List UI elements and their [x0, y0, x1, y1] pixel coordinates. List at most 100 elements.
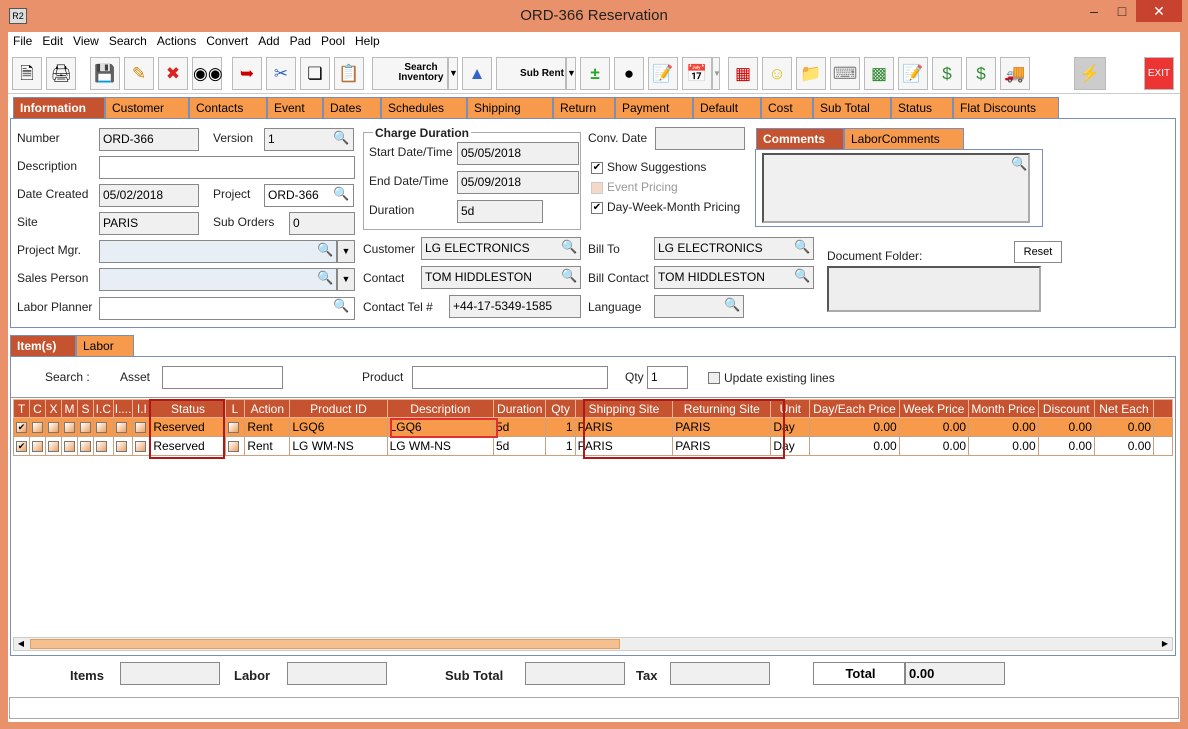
menu-pool[interactable]: Pool	[320, 34, 345, 48]
flag-cell[interactable]	[93, 436, 114, 456]
customer-field[interactable]: LG ELECTRONICS	[421, 237, 581, 260]
scrollbar-thumb[interactable]	[30, 639, 620, 649]
bill-to-field[interactable]: LG ELECTRONICS	[654, 237, 814, 260]
net-each-cell[interactable]: 0.00	[1093, 417, 1155, 437]
comments-textarea[interactable]	[762, 153, 1030, 223]
search-icon[interactable]: 🔍	[317, 242, 334, 257]
calendar-dropdown[interactable]: ▼	[712, 57, 721, 90]
update-existing-checkbox[interactable]	[708, 372, 720, 384]
project-mgr-field[interactable]	[99, 240, 337, 263]
balls-icon[interactable]: ●	[614, 57, 644, 90]
calendar-icon[interactable]: 📅	[682, 57, 712, 90]
search-icon[interactable]: 🔍	[794, 268, 811, 283]
flag-cell[interactable]	[77, 436, 94, 456]
menu-help[interactable]: Help	[355, 34, 380, 48]
returning-site-cell[interactable]: PARIS	[672, 436, 772, 456]
tab-event[interactable]: Event	[267, 97, 323, 118]
column-header[interactable]: Shipping Site	[574, 399, 674, 418]
column-header[interactable]: Day/Each Price	[809, 399, 900, 418]
column-header[interactable]: X	[45, 399, 62, 418]
smiley-icon[interactable]: ☺	[762, 57, 792, 90]
column-header[interactable]: I.I	[132, 399, 152, 418]
flag-cell[interactable]: ✔	[13, 436, 30, 456]
flag-checkbox[interactable]	[115, 422, 127, 434]
description-cell[interactable]: LG WM-NS	[386, 436, 495, 456]
action-cell[interactable]: Rent	[244, 417, 291, 437]
column-header[interactable]: Net Each	[1093, 399, 1155, 418]
week-price-cell[interactable]: 0.00	[898, 436, 970, 456]
column-header[interactable]: T	[13, 399, 30, 418]
product-id-cell[interactable]: LG WM-NS	[289, 436, 388, 456]
menu-view[interactable]: View	[73, 34, 99, 48]
tab-shipping[interactable]: Shipping	[467, 97, 553, 118]
close-button[interactable]: ✕	[1136, 0, 1182, 22]
convert-document-icon[interactable]: ➥	[232, 57, 262, 90]
copy-icon[interactable]: ❏	[300, 57, 330, 90]
flag-checkbox[interactable]	[135, 422, 147, 434]
menu-file[interactable]: File	[13, 34, 33, 48]
bill-contact-field[interactable]: TOM HIDDLESTON	[654, 266, 814, 289]
l-checkbox[interactable]	[227, 422, 239, 434]
search-icon[interactable]: 🔍	[561, 239, 578, 254]
cut-icon[interactable]: ✂	[266, 57, 296, 90]
end-field[interactable]: 05/09/2018	[457, 171, 579, 194]
reset-button[interactable]: Reset	[1014, 241, 1062, 263]
flag-cell[interactable]	[132, 417, 152, 437]
search-inventory-dropdown[interactable]: ▼	[448, 57, 458, 90]
column-header[interactable]: Status	[150, 399, 226, 418]
dwm-pricing-checkbox[interactable]: ✔	[591, 202, 603, 214]
shipping-site-cell[interactable]: PARIS	[574, 417, 674, 437]
sub-orders-field[interactable]: 0	[289, 212, 355, 235]
date-created-field[interactable]: 05/02/2018	[99, 184, 199, 207]
minimize-button[interactable]: –	[1090, 3, 1098, 19]
menu-actions[interactable]: Actions	[156, 34, 197, 48]
flag-checkbox[interactable]: ✔	[16, 441, 27, 453]
flag-checkbox[interactable]	[32, 441, 43, 453]
search-icon[interactable]: 🔍	[333, 130, 350, 145]
flag-checkbox[interactable]	[32, 422, 43, 434]
tab-labor[interactable]: Labor	[76, 335, 134, 356]
horizontal-scrollbar[interactable]: ◀ ▶	[13, 637, 1173, 651]
flag-cell[interactable]	[61, 417, 78, 437]
event-pricing-checkbox[interactable]	[591, 182, 603, 194]
flag-cell[interactable]	[29, 436, 46, 456]
tab-comments[interactable]: Comments	[756, 128, 844, 149]
menu-convert[interactable]: Convert	[206, 34, 249, 48]
week-price-cell[interactable]: 0.00	[898, 417, 970, 437]
hierarchy-icon[interactable]: ▦	[728, 57, 758, 90]
qty-cell[interactable]: 1	[545, 417, 576, 437]
maximize-button[interactable]: □	[1117, 3, 1127, 19]
column-header[interactable]: Duration	[492, 399, 547, 418]
contact-tel-field[interactable]: +44-17-5349-1585	[449, 295, 581, 318]
column-header[interactable]: Returning Site	[672, 399, 772, 418]
flag-checkbox[interactable]	[115, 441, 127, 453]
project-mgr-dropdown[interactable]: ▼	[337, 240, 355, 263]
flag-checkbox[interactable]	[48, 422, 59, 434]
sub-rent-dropdown[interactable]: ▼	[566, 57, 576, 90]
lightning-icon[interactable]: ⚡	[1074, 57, 1106, 90]
qty-input[interactable]: 1	[647, 366, 688, 389]
search-icon[interactable]: 🔍	[1011, 156, 1028, 171]
conv-date-field[interactable]	[655, 127, 745, 150]
tab-payment[interactable]: Payment	[615, 97, 693, 118]
column-header[interactable]: S	[77, 399, 94, 418]
tab-dates[interactable]: Dates	[323, 97, 381, 118]
tab-status[interactable]: Status	[891, 97, 953, 118]
flag-checkbox[interactable]	[48, 441, 59, 453]
flag-checkbox[interactable]: ✔	[16, 422, 27, 434]
flag-cell[interactable]: ✔	[13, 417, 30, 437]
edit-form-icon[interactable]: 📝	[898, 57, 928, 90]
add-remove-icon[interactable]: ±	[580, 57, 610, 90]
tab-sub-total[interactable]: Sub Total	[813, 97, 891, 118]
search-icon[interactable]: 🔍	[724, 297, 741, 312]
flag-cell[interactable]	[132, 436, 152, 456]
tab-cost[interactable]: Cost	[761, 97, 813, 118]
day-price-cell[interactable]: 0.00	[809, 436, 900, 456]
column-header[interactable]: L	[224, 399, 246, 418]
month-price-cell[interactable]: 0.00	[968, 436, 1039, 456]
column-header[interactable]: Action	[244, 399, 291, 418]
column-header[interactable]: M	[61, 399, 78, 418]
sales-person-dropdown[interactable]: ▼	[337, 268, 355, 291]
contact-field[interactable]: TOM HIDDLESTON	[421, 266, 581, 289]
paste-icon[interactable]: 📋	[334, 57, 364, 90]
